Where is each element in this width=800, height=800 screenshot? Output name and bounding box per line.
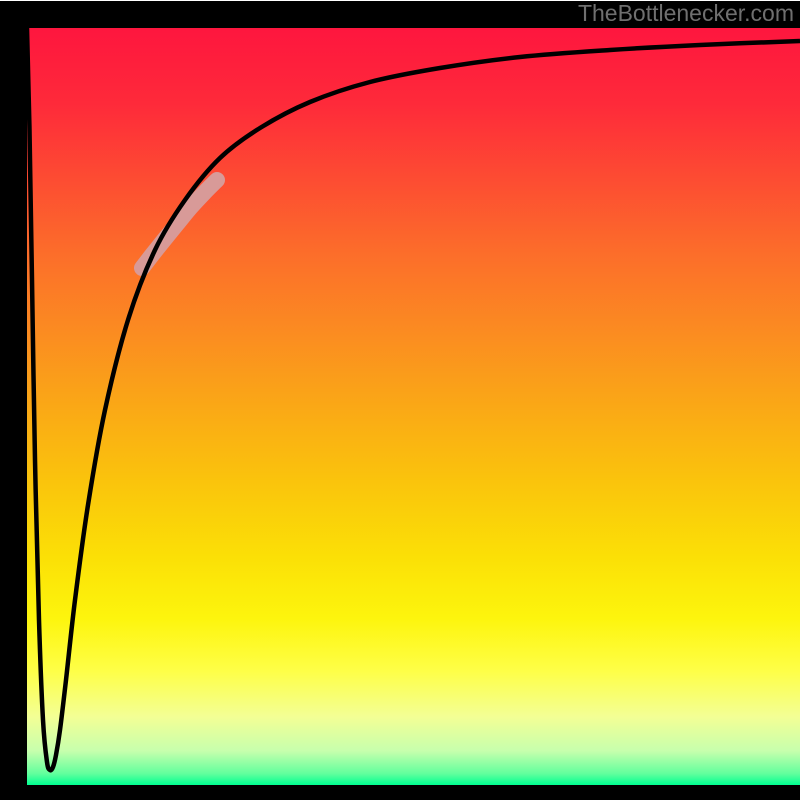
chart-svg [0, 0, 800, 800]
plot-background [27, 28, 800, 785]
chart-stage: TheBottlenecker.com [0, 0, 800, 800]
